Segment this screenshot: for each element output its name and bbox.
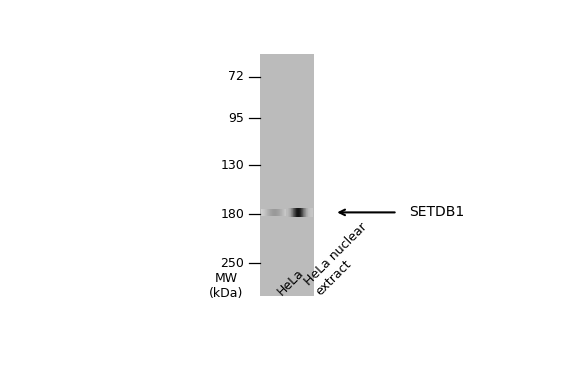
Text: MW
(kDa): MW (kDa) (209, 273, 243, 301)
Text: 130: 130 (221, 159, 244, 172)
Text: 95: 95 (228, 112, 244, 125)
Text: 72: 72 (228, 70, 244, 83)
Text: SETDB1: SETDB1 (409, 205, 464, 219)
Bar (260, 54, 314, 296)
Text: HeLa: HeLa (275, 267, 307, 299)
Text: 250: 250 (220, 257, 244, 270)
Text: HeLa nuclear
extract: HeLa nuclear extract (302, 220, 381, 299)
Text: 180: 180 (220, 208, 244, 221)
